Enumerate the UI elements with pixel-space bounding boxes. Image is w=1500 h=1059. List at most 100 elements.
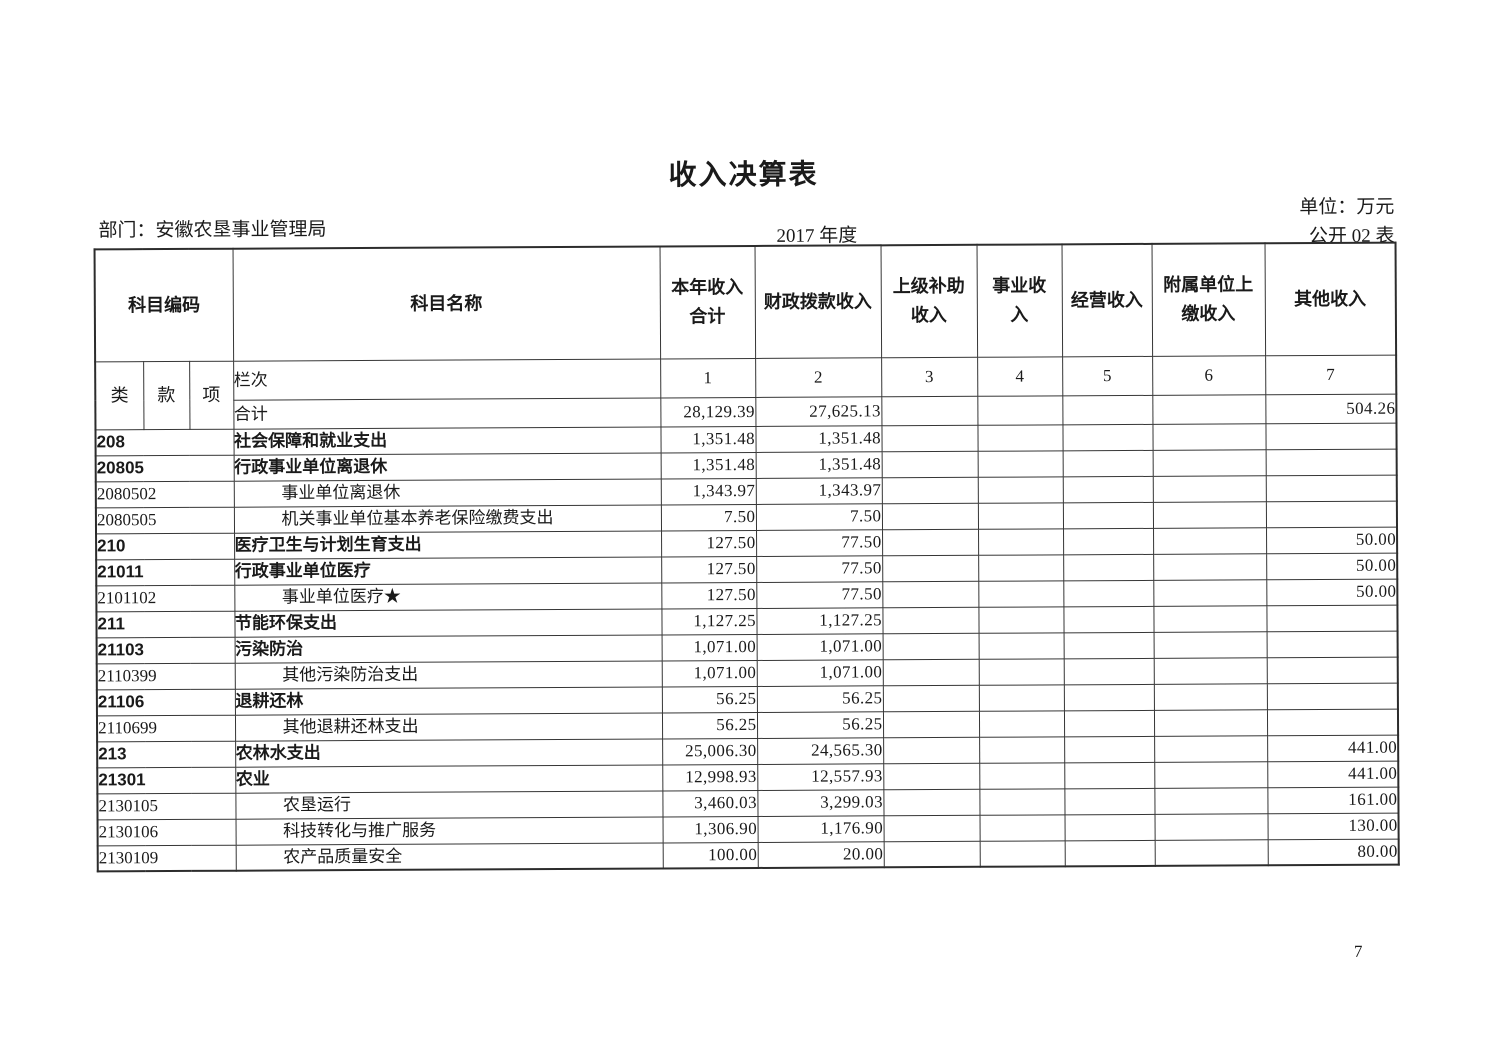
value-cell (1154, 761, 1268, 788)
value-cell (1063, 657, 1154, 685)
column-index: 2 (755, 357, 882, 397)
value-cell (1064, 839, 1155, 867)
value-cell: 77.50 (756, 581, 883, 608)
value-cell (977, 450, 1063, 477)
value-cell (1266, 656, 1398, 684)
column-index: 3 (881, 356, 978, 397)
subject-code-cell: 2080505 (95, 506, 235, 534)
value-cell (978, 528, 1064, 555)
value-cell (1266, 708, 1399, 736)
sub-header-item: 项 (189, 360, 234, 429)
value-cell: 77.50 (756, 555, 883, 582)
value-cell (883, 840, 980, 868)
value-cell (978, 684, 1064, 711)
value-cell: 1,343.97 (755, 477, 882, 504)
value-cell (1266, 682, 1398, 710)
sub-header-section: 款 (143, 360, 190, 430)
subject-code-cell: 2130106 (97, 818, 236, 846)
value-cell (1153, 579, 1267, 606)
value-cell: 3,460.03 (662, 789, 758, 817)
value-cell: 130.00 (1267, 812, 1399, 840)
subject-name-cell: 农业 (235, 764, 663, 793)
value-cell (1153, 605, 1267, 632)
value-cell: 56.25 (756, 711, 884, 738)
value-cell (1062, 449, 1153, 477)
value-cell: 1,071.00 (661, 633, 757, 661)
column-index: 7 (1265, 354, 1397, 395)
total-value (977, 395, 1063, 425)
subject-code-cell: 208 (95, 428, 234, 456)
value-cell (1064, 787, 1155, 815)
subject-code-cell: 2110699 (96, 714, 236, 742)
value-cell (1152, 449, 1266, 476)
value-cell: 1,071.00 (756, 659, 883, 686)
value-cell: 50.00 (1266, 578, 1398, 606)
value-cell (1153, 657, 1267, 684)
unit-label: 单位：万元 (1299, 196, 1395, 219)
value-cell (1063, 709, 1155, 737)
total-value (1062, 394, 1153, 425)
value-cell (1063, 579, 1154, 607)
value-cell (1265, 448, 1397, 476)
value-cell: 1,127.25 (661, 607, 757, 635)
value-cell: 441.00 (1267, 760, 1399, 788)
value-cell (977, 476, 1063, 503)
value-cell (1063, 631, 1154, 659)
value-cell: 56.25 (756, 685, 883, 712)
value-cell (1064, 761, 1155, 789)
value-cell (883, 814, 980, 842)
value-cell: 1,351.48 (755, 451, 882, 478)
subject-name-cell: 社会保障和就业支出 (233, 426, 661, 455)
value-cell (979, 840, 1065, 867)
col-header-subject-code: 科目编码 (94, 248, 234, 362)
value-cell: 20.00 (757, 841, 884, 868)
value-cell (1154, 787, 1268, 814)
subject-code-cell: 211 (96, 610, 235, 638)
subject-code-cell: 2080502 (95, 480, 234, 508)
page-number: 7 (1353, 941, 1363, 961)
value-cell: 56.25 (661, 685, 757, 713)
value-cell (882, 632, 979, 660)
value-cell: 24,565.30 (757, 737, 884, 764)
total-value: 28,129.39 (660, 396, 756, 427)
value-cell: 50.00 (1266, 526, 1398, 554)
value-cell: 1,176.90 (757, 815, 884, 842)
value-cell (1265, 474, 1397, 502)
subject-name-cell: 行政事业单位医疗 (234, 556, 662, 585)
value-cell: 12,557.93 (757, 763, 884, 790)
value-cell (978, 580, 1064, 607)
value-cell: 1,351.48 (660, 425, 756, 453)
value-cell (978, 658, 1064, 685)
value-cell (977, 502, 1064, 529)
value-cell: 50.00 (1266, 552, 1398, 580)
value-cell (1153, 527, 1267, 554)
value-cell (1064, 735, 1155, 763)
value-cell: 1,127.25 (756, 607, 883, 634)
value-cell (1153, 631, 1267, 658)
value-cell (1063, 553, 1154, 581)
value-cell: 56.25 (661, 711, 758, 739)
value-cell: 12,998.93 (662, 763, 758, 791)
column-index: 1 (660, 357, 756, 398)
subject-name-cell: 污染防治 (234, 634, 662, 663)
subject-code-cell: 21106 (96, 688, 235, 716)
col-header-superior-subsidy: 上级补助 收入 (880, 244, 978, 358)
value-cell (881, 476, 978, 504)
value-cell: 127.50 (661, 529, 757, 557)
value-cell (1154, 735, 1268, 762)
subject-name-cell: 医疗卫生与计划生育支出 (234, 530, 662, 559)
column-index: 5 (1062, 355, 1153, 396)
value-cell (881, 502, 979, 530)
value-cell: 80.00 (1267, 838, 1399, 866)
value-cell: 77.50 (756, 529, 883, 556)
col-header-business-income: 事业收 入 (976, 244, 1063, 357)
value-cell (1152, 501, 1267, 528)
subject-name-cell: 农产品质量安全 (235, 842, 663, 871)
value-cell (978, 632, 1064, 659)
department-label: 部门：安徽农垦事业管理局 (98, 219, 327, 242)
col-header-operating-income: 经营收入 (1061, 243, 1153, 357)
value-cell (1153, 683, 1267, 710)
value-cell: 25,006.30 (662, 737, 758, 765)
subject-code-cell: 21103 (96, 636, 235, 664)
